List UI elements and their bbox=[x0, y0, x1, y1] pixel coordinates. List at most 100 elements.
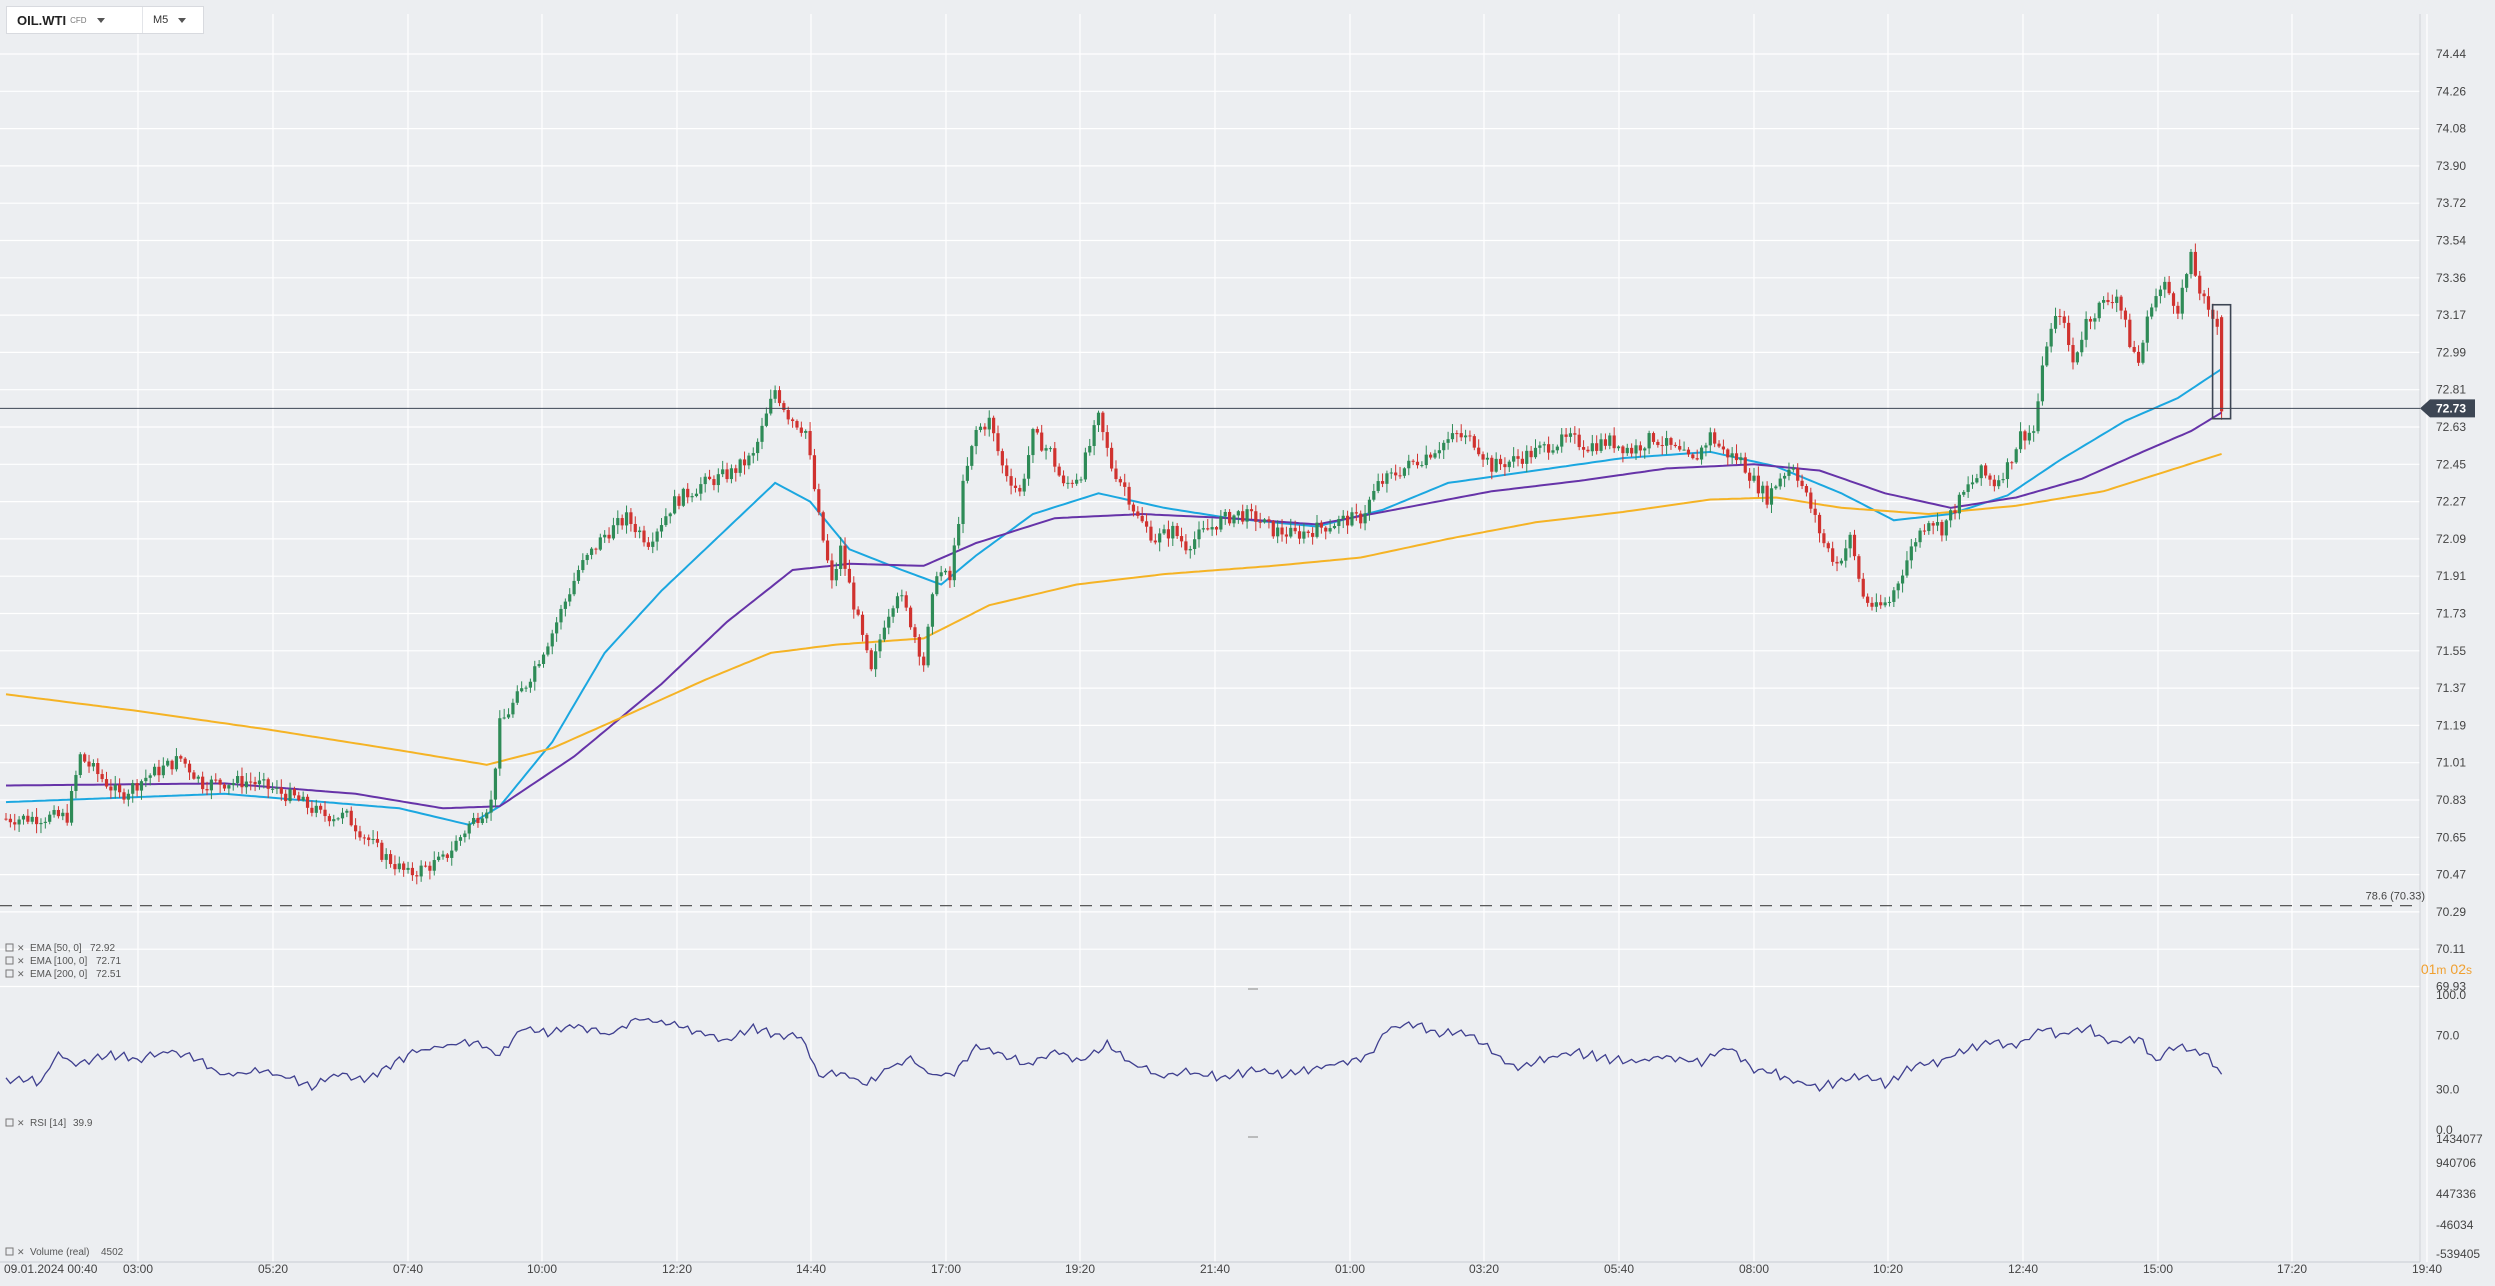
candle-body bbox=[1083, 452, 1087, 480]
candle-body bbox=[1398, 475, 1402, 477]
candle-body bbox=[1682, 449, 1686, 451]
candle-body bbox=[1131, 504, 1136, 512]
time-tick-label: 17:00 bbox=[931, 1262, 961, 1276]
candle-body bbox=[2001, 479, 2005, 481]
candle-body bbox=[1839, 560, 1843, 564]
candle-body bbox=[1621, 446, 1625, 454]
candle-body bbox=[2005, 462, 2010, 480]
candle-body bbox=[2027, 432, 2031, 441]
candle-body bbox=[240, 776, 244, 788]
candle-body bbox=[1533, 447, 1538, 458]
timeframe-selector[interactable]: M5 bbox=[142, 7, 203, 33]
candle-body bbox=[104, 779, 109, 787]
candle-body bbox=[1420, 465, 1424, 467]
candle-body bbox=[533, 666, 537, 682]
instrument-class: CFD bbox=[70, 15, 87, 25]
candle-body bbox=[1494, 458, 1498, 472]
candle-body bbox=[511, 702, 515, 715]
candle-body bbox=[2032, 431, 2036, 433]
volume-value: 4502 bbox=[101, 1247, 124, 1258]
candle-body bbox=[1490, 457, 1494, 472]
ema-lines bbox=[5, 368, 2223, 826]
candle-body bbox=[1686, 449, 1691, 455]
candle-body bbox=[1402, 468, 1406, 476]
candle-body bbox=[1276, 527, 1280, 537]
candle-body bbox=[135, 783, 139, 791]
candle-body bbox=[2084, 318, 2088, 340]
candle-body bbox=[402, 863, 406, 870]
candle-body bbox=[559, 608, 563, 623]
candle-body bbox=[1096, 412, 1101, 426]
candle-body bbox=[742, 459, 747, 466]
candle-body bbox=[585, 554, 589, 561]
price-tick-label: 71.01 bbox=[2436, 756, 2466, 770]
candle-body bbox=[1564, 434, 1568, 437]
candle-body bbox=[1118, 479, 1122, 483]
candle-body bbox=[1437, 450, 1441, 454]
candle-body bbox=[1407, 460, 1411, 469]
instrument-toolbar: OIL.WTI CFD M5 bbox=[6, 6, 204, 34]
candle-body bbox=[1953, 510, 1957, 514]
candle-body bbox=[703, 476, 707, 485]
candle-body bbox=[769, 398, 773, 414]
candle-body bbox=[791, 419, 795, 422]
candle-body bbox=[2163, 281, 2167, 290]
candle-body bbox=[1800, 480, 1804, 487]
candle-body bbox=[686, 488, 690, 498]
ema-line bbox=[5, 452, 2222, 766]
candle-body bbox=[930, 594, 935, 627]
candle-body bbox=[1931, 523, 1935, 526]
candle-body bbox=[996, 433, 1000, 452]
rsi-settings-icon bbox=[5, 1118, 14, 1127]
candle-body bbox=[463, 833, 467, 838]
legend-close-icon: ✕ bbox=[17, 969, 25, 979]
candle-body bbox=[183, 758, 187, 764]
candle-body bbox=[1463, 435, 1468, 438]
candle-body bbox=[1210, 527, 1214, 530]
candle-body bbox=[1114, 468, 1118, 480]
candle-body bbox=[904, 595, 908, 608]
time-axis[interactable]: 09.01.2024 00:40 03:00 05:20 07:40 10:00 12:2… bbox=[4, 1262, 2442, 1276]
candle-body bbox=[1223, 511, 1227, 517]
candle-body bbox=[957, 524, 961, 546]
candle-body bbox=[1472, 436, 1476, 448]
candle-body bbox=[2102, 299, 2106, 303]
chart-grid bbox=[0, 14, 2428, 1263]
candle-body bbox=[620, 518, 624, 526]
candle-body bbox=[725, 469, 729, 480]
candle-body bbox=[196, 776, 200, 779]
legend-series-value: 72.71 bbox=[96, 956, 121, 967]
candle-body bbox=[1075, 479, 1079, 484]
timeframe-label: M5 bbox=[153, 14, 169, 26]
candle-body bbox=[1123, 482, 1127, 487]
candle-body bbox=[1769, 488, 1774, 505]
candle-body bbox=[257, 780, 262, 785]
candle-body bbox=[493, 768, 498, 800]
time-tick-label: 19:40 bbox=[2412, 1262, 2442, 1276]
countdown-s-label: s bbox=[2466, 963, 2472, 977]
candle-body bbox=[1726, 449, 1730, 458]
candle-body bbox=[546, 646, 550, 655]
price-tick-label: 72.63 bbox=[2436, 420, 2466, 434]
candle-body bbox=[415, 875, 419, 877]
candle-body bbox=[2080, 339, 2084, 353]
candle-body bbox=[2110, 302, 2114, 304]
candle-body bbox=[1306, 531, 1310, 533]
candle-body bbox=[878, 639, 882, 652]
candle-body bbox=[1568, 433, 1573, 437]
candle-body bbox=[2123, 310, 2128, 320]
candle-body bbox=[218, 779, 222, 785]
candle-body bbox=[1586, 449, 1590, 452]
candle-body bbox=[2023, 431, 2027, 441]
candle-body bbox=[629, 512, 633, 524]
price-tick-label: 72.45 bbox=[2436, 457, 2466, 471]
candle-body bbox=[1249, 509, 1254, 512]
price-axis[interactable]: 74.44 74.26 74.08 73.90 73.72 73.54 73.36 73.17… bbox=[2436, 47, 2466, 994]
time-tick-label: 12:20 bbox=[662, 1262, 692, 1276]
candle-body bbox=[895, 596, 900, 609]
candle-body bbox=[480, 818, 484, 823]
candle-body bbox=[589, 548, 594, 555]
price-tick-label: 72.27 bbox=[2436, 495, 2466, 509]
symbol-selector[interactable]: OIL.WTI CFD bbox=[7, 7, 142, 33]
